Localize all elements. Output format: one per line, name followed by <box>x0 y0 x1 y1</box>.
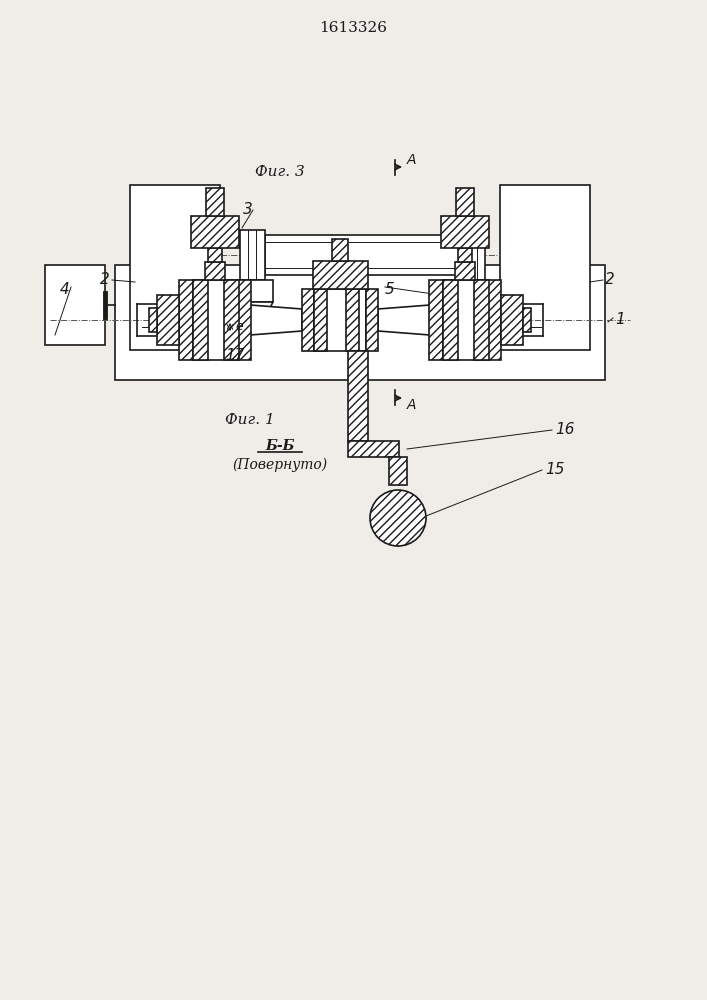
Bar <box>460 230 485 280</box>
Bar <box>193 280 208 360</box>
Bar <box>443 280 488 360</box>
Bar <box>115 265 605 380</box>
Bar <box>348 351 368 441</box>
Bar <box>130 185 220 350</box>
Bar <box>224 280 239 360</box>
Text: A: A <box>407 398 416 412</box>
Bar <box>179 280 193 360</box>
Text: 1613326: 1613326 <box>319 21 387 35</box>
Polygon shape <box>243 302 273 318</box>
Text: 1: 1 <box>615 312 625 328</box>
Bar <box>456 188 474 216</box>
Text: 2: 2 <box>100 272 110 288</box>
Bar <box>389 457 407 485</box>
Text: 4: 4 <box>60 282 70 298</box>
Bar <box>455 262 475 280</box>
Text: 17: 17 <box>226 348 245 362</box>
Bar <box>452 280 482 302</box>
Text: Фиг. 3: Фиг. 3 <box>255 165 305 179</box>
Bar <box>474 280 489 360</box>
Text: 5: 5 <box>385 282 395 298</box>
Bar <box>348 441 399 457</box>
Bar <box>205 262 225 280</box>
Bar <box>265 235 465 275</box>
Bar <box>500 185 590 350</box>
Bar <box>314 289 327 351</box>
Polygon shape <box>452 302 482 318</box>
Bar <box>523 308 531 332</box>
Bar <box>366 289 378 351</box>
Bar <box>441 216 489 248</box>
Text: A: A <box>407 153 416 167</box>
Text: e: e <box>235 320 243 334</box>
Bar <box>45 265 105 345</box>
Circle shape <box>370 490 426 546</box>
Bar <box>314 289 366 351</box>
Bar <box>240 230 265 280</box>
Bar <box>501 295 523 345</box>
Bar <box>191 216 239 248</box>
Text: 15: 15 <box>545 462 564 478</box>
Bar <box>487 280 501 360</box>
Bar <box>332 239 348 261</box>
Bar <box>237 280 251 360</box>
Polygon shape <box>378 304 443 336</box>
Text: 3: 3 <box>465 202 475 218</box>
Bar <box>208 248 222 262</box>
Bar <box>302 289 314 351</box>
Bar <box>206 188 224 216</box>
Bar <box>157 295 179 345</box>
Text: 2: 2 <box>605 272 615 288</box>
Bar <box>313 261 368 289</box>
Text: 3: 3 <box>243 202 253 218</box>
Text: (Повернуто): (Повернуто) <box>233 458 327 472</box>
Bar <box>429 280 443 360</box>
Polygon shape <box>237 304 302 336</box>
Bar <box>193 280 238 360</box>
Bar <box>458 248 472 262</box>
Bar <box>243 280 273 302</box>
Text: Б-Б: Б-Б <box>265 439 295 453</box>
Bar <box>149 308 157 332</box>
Text: 16: 16 <box>555 422 575 438</box>
Bar <box>346 289 359 351</box>
Text: Фиг. 1: Фиг. 1 <box>225 413 275 427</box>
Bar <box>443 280 458 360</box>
